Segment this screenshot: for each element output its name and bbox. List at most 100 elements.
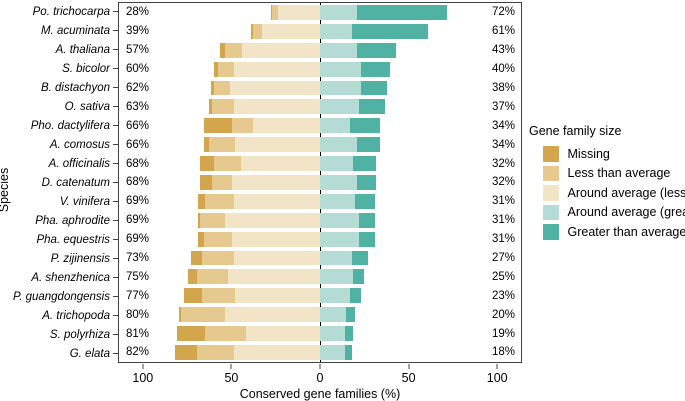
species-label-row: A. shenzhenica (0, 268, 118, 287)
species-name: A. shenzhenica (31, 271, 110, 284)
bar-segment-missing (178, 307, 181, 323)
x-axis-tick-label: 50 (401, 371, 416, 385)
bar-row: 60% 40% (119, 60, 521, 79)
stacked-bar (214, 61, 391, 77)
stacked-bar (219, 42, 396, 58)
legend-item: Around average (greater) (543, 204, 685, 220)
bar-segment-missing (198, 231, 204, 247)
bar-segment-greater-than-average (360, 61, 391, 77)
x-axis-tick-label: 100 (132, 371, 154, 385)
left-percent-label: 57% (126, 44, 150, 57)
bar-segment-around-average-less (242, 42, 320, 58)
bar-segment-less-than-average (208, 137, 236, 153)
x-axis-tick-mark (142, 364, 144, 369)
right-percent-label: 25% (491, 270, 515, 283)
bar-segment-less-than-average (200, 212, 225, 228)
bar-row: 68% 32% (119, 173, 521, 192)
bar-segment-around-average-greater (319, 307, 347, 323)
y-axis-tick-mark (113, 68, 118, 69)
bar-segment-less-than-average (196, 269, 229, 285)
right-percent-label: 23% (491, 289, 515, 302)
legend-item: Around average (less) (543, 185, 685, 201)
bar-segment-missing (270, 5, 273, 20)
left-percent-label: 66% (126, 119, 150, 132)
right-percent-label: 72% (491, 6, 515, 19)
bar-segment-around-average-greater (319, 23, 352, 39)
bar-segment-greater-than-average (353, 156, 377, 172)
species-label-row: Po. trichocarpa (0, 2, 118, 21)
species-name: A. thaliana (55, 43, 110, 56)
species-name: A. comosus (49, 138, 110, 151)
right-percent-label: 40% (491, 63, 515, 76)
y-axis-tick-mark (113, 258, 118, 259)
species-name: G. elata (69, 347, 110, 360)
x-axis-tick-mark (230, 364, 232, 369)
bar-segment-around-average-greater (319, 99, 359, 115)
stacked-bar (198, 231, 375, 247)
species-label-row: A. officinalis (0, 154, 118, 173)
bar-segment-around-average-greater (319, 345, 345, 360)
bar-row: 63% 37% (119, 97, 521, 116)
bar-segment-less-than-average (214, 156, 241, 172)
bar-segment-greater-than-average (358, 212, 375, 228)
bar-segment-missing (203, 118, 232, 134)
bar-row: 62% 38% (119, 79, 521, 98)
species-name: Pha. equestris (36, 233, 110, 246)
y-axis-tick-mark (113, 144, 118, 145)
bar-segment-around-average-greater (319, 175, 357, 190)
left-percent-label: 73% (126, 252, 150, 265)
bar-row: 73% 27% (119, 249, 521, 268)
y-axis-tick-mark (113, 106, 118, 107)
bar-segment-around-average-less (230, 80, 320, 96)
legend-label: Greater than average (567, 224, 685, 239)
left-percent-label: 81% (126, 327, 150, 340)
right-percent-label: 31% (491, 195, 515, 208)
bar-segment-greater-than-average (349, 288, 361, 304)
bar-segment-greater-than-average (349, 118, 380, 134)
stacked-bar (208, 99, 386, 115)
bar-segment-around-average-greater (319, 326, 345, 342)
stacked-bar (175, 345, 352, 360)
stacked-bar (203, 137, 380, 153)
species-name: S. bicolor (62, 62, 110, 75)
legend-label: Around average (greater) (567, 205, 685, 220)
bar-segment-less-than-average (252, 23, 262, 39)
bar-segment-missing (219, 42, 225, 58)
bar-segment-less-than-average (201, 288, 236, 304)
stacked-bar (177, 326, 354, 342)
left-percent-label: 28% (126, 6, 150, 19)
bar-rows-container: 28% 72% 39% 61% 57% 43% 60% 40% 62% 38% 63% 37% 66% 3… (119, 3, 521, 362)
species-name: A. officinalis (48, 157, 110, 170)
species-name: V. vinifera (59, 195, 110, 208)
bar-segment-around-average-greater (319, 61, 361, 77)
right-percent-label: 61% (491, 25, 515, 38)
plot-panel: 28% 72% 39% 61% 57% 43% 60% 40% 62% 38% 63% 37% 66% 3… (118, 2, 522, 363)
bar-segment-around-average-less (233, 193, 320, 209)
bar-row: 80% 20% (119, 305, 521, 324)
stacked-bar (200, 156, 377, 172)
bar-segment-less-than-average (205, 326, 246, 342)
bar-segment-around-average-greater (319, 288, 350, 304)
bar-row: 28% 72% (119, 3, 521, 22)
bar-segment-greater-than-average (356, 137, 380, 153)
bar-segment-around-average-greater (319, 42, 357, 58)
y-axis-tick-mark (113, 87, 118, 88)
legend-item: Greater than average (543, 224, 685, 240)
species-label-row: Pha. aphrodite (0, 211, 118, 230)
legend-item: Less than average (543, 165, 685, 181)
y-axis-tick-mark (113, 182, 118, 183)
species-label-row: P. guangdongensis (0, 287, 118, 306)
y-axis-tick-mark (113, 125, 118, 126)
bar-segment-around-average-greater (319, 250, 352, 266)
left-percent-label: 82% (126, 346, 150, 359)
bar-segment-missing (214, 61, 218, 77)
species-name: O. sativa (64, 100, 110, 113)
right-percent-label: 31% (491, 214, 515, 227)
bar-segment-less-than-average (231, 118, 253, 134)
left-percent-label: 80% (126, 308, 150, 321)
bar-row: 77% 23% (119, 286, 521, 305)
y-axis-tick-mark (113, 334, 118, 335)
stacked-bar (184, 288, 361, 304)
bar-segment-greater-than-average (353, 269, 365, 285)
